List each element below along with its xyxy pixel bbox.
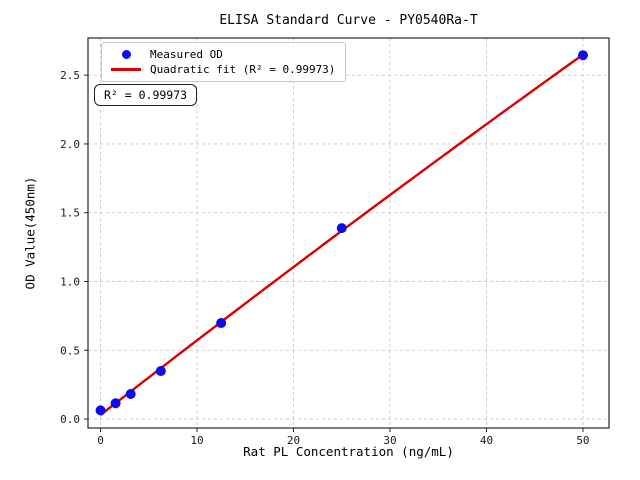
measured-od-point: [155, 366, 166, 377]
x-tick-label: 0: [97, 434, 104, 447]
r-squared-annotation: R² = 0.99973: [94, 84, 198, 106]
x-tick-label: 50: [576, 434, 589, 447]
y-axis-label: OD Value(450nm): [22, 176, 38, 290]
legend-label-measured-od: Measured OD: [150, 48, 223, 61]
x-tick-label: 30: [383, 434, 396, 447]
measured-od-point: [95, 405, 106, 416]
x-axis-label: Rat PL Concentration (ng/mL): [243, 444, 454, 459]
legend-item-quadratic-fit: Quadratic fit (R² = 0.99973): [110, 62, 335, 77]
y-tick-label: 0.5: [60, 344, 80, 357]
legend-label-quadratic-fit: Quadratic fit (R² = 0.99973): [150, 63, 336, 76]
measured-od-point: [577, 50, 588, 61]
measured-od-point: [336, 223, 347, 234]
legend-marker-cell: [110, 50, 142, 59]
legend: Measured OD Quadratic fit (R² = 0.99973): [101, 42, 347, 82]
x-tick-label: 10: [190, 434, 203, 447]
x-tick-label: 20: [287, 434, 300, 447]
chart-title: ELISA Standard Curve - PY0540Ra-T: [219, 13, 478, 28]
y-tick-label: 0.0: [60, 413, 80, 426]
x-tick-label: 40: [480, 434, 493, 447]
quadratic-fit-line: [99, 53, 584, 416]
measured-od-point: [216, 318, 227, 329]
y-tick-label: 1.5: [60, 207, 80, 220]
measured-od-point: [110, 398, 121, 409]
legend-item-measured-od: Measured OD: [110, 47, 335, 62]
axes-frame: [87, 37, 610, 429]
fit-line-icon: [111, 68, 141, 71]
y-tick-label: 1.0: [60, 275, 80, 288]
y-tick-label: 2.5: [60, 69, 80, 82]
y-tick-label: 2.0: [60, 138, 80, 151]
measured-od-point: [125, 389, 136, 400]
measured-od-dot-icon: [121, 50, 131, 59]
legend-marker-cell: [110, 68, 142, 71]
